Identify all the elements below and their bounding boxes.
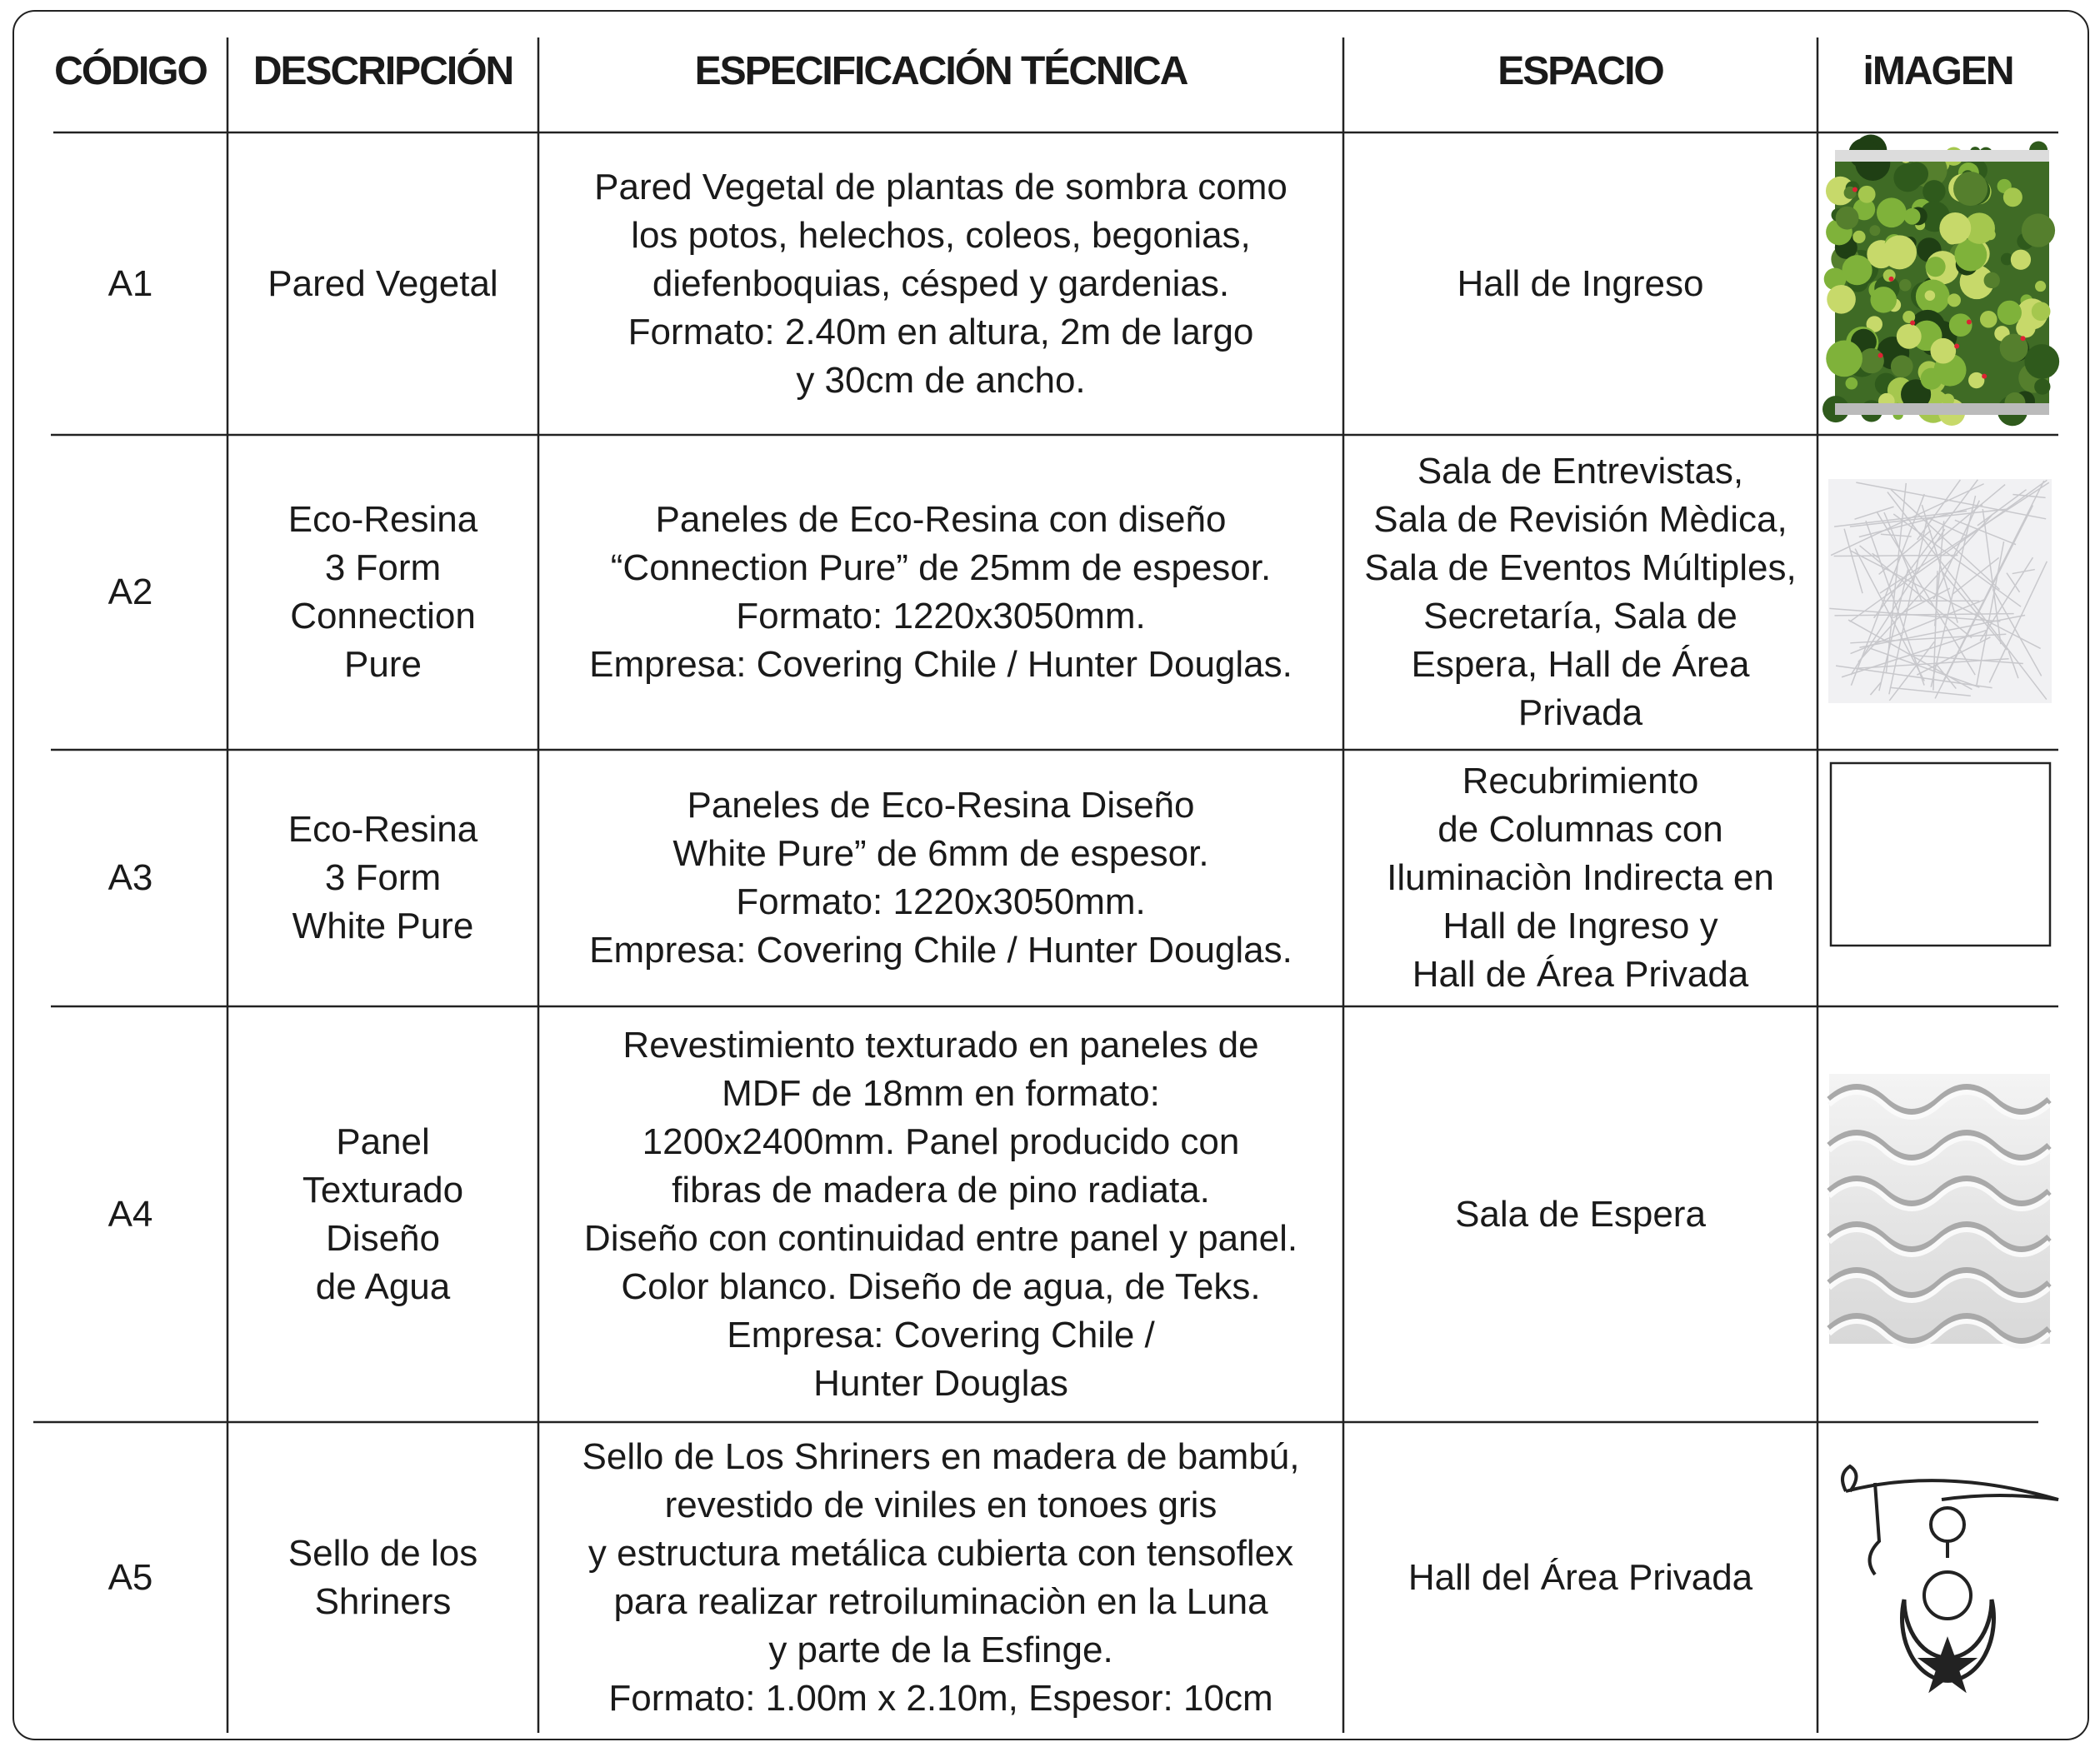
specification-line: Formato: 1.00m x 2.10m, Espesor: 10cm [608, 1677, 1273, 1719]
specification-line: Paneles de Eco-Resina Diseño [687, 785, 1195, 826]
description-line: White Pure [292, 906, 474, 946]
image-white-pure [1829, 761, 2052, 947]
column-header: DESCRIPCIÓN [252, 48, 514, 93]
description-line: Diseño [326, 1217, 440, 1259]
specification-line: Formato: 1220x3050mm. [736, 881, 1146, 922]
description-line: Pure [344, 644, 422, 685]
space-line: Hall del Área Privada [1408, 1556, 1753, 1598]
code-cell: A4 [108, 1193, 153, 1235]
space-line: Hall de Ingreso [1457, 262, 1704, 304]
image-shriners-seal [1841, 1464, 2059, 1694]
specification-line: Revestimiento texturado en paneles de [622, 1024, 1259, 1066]
space-cell: Hall de Ingreso [1343, 132, 1818, 435]
description-cell: Pared Vegetal [228, 132, 538, 435]
grid-lines [33, 37, 2058, 1733]
image-connection-pure [1828, 479, 2052, 703]
image-water-panel [1827, 1074, 2052, 1349]
description-line: 3 Form [324, 857, 442, 898]
space-line: Sala de Eventos Múltiples, [1364, 547, 1797, 588]
description-line: 3 Form [324, 547, 442, 588]
space-line: Secretaría, Sala de [1423, 596, 1738, 636]
specification-line: “Connection Pure” de 25mm de espesor. [610, 547, 1272, 588]
description-line: Eco-Resina [288, 809, 478, 850]
specification-line: y parte de la Esfinge. [768, 1629, 1113, 1670]
specification-line: 1200x2400mm. Panel producido con [642, 1121, 1240, 1162]
specification-line: Pared Vegetal de plantas de sombra como [594, 166, 1288, 207]
page-border [12, 10, 2089, 1740]
description-line: Texturado [302, 1169, 464, 1210]
specification-line: Hunter Douglas [813, 1362, 1068, 1404]
description-cell: Panel Texturado Diseño de Agua [228, 1006, 538, 1422]
description-cell: Eco-Resina 3 Form White Pure [228, 750, 538, 1006]
space-line: Iluminaciòn Indirecta en [1387, 857, 1774, 898]
space-cell: Recubrimiento de Columnas con Iluminaciòn … [1343, 750, 1818, 1006]
code-cell: A5 [108, 1556, 153, 1598]
specification-cell: Pared Vegetal de plantas de sombra como l… [538, 132, 1343, 435]
specification-line: Diseño con continuidad entre panel y pan… [583, 1217, 1298, 1259]
code-cell: A2 [108, 572, 153, 612]
space-line: Espera, Hall de Área [1411, 644, 1750, 685]
specification-line: Paneles de Eco-Resina con diseño [655, 499, 1227, 540]
specification-line: Empresa: Covering Chile / Hunter Douglas… [589, 644, 1292, 685]
description-line: Sello de los [288, 1532, 478, 1574]
description-line: Pared Vegetal [268, 262, 498, 304]
code-cell: A1 [108, 262, 153, 304]
space-line: Sala de Entrevistas, [1417, 451, 1744, 492]
column-header: ESPECIFICACIÓN TÉCNICA [694, 48, 1189, 93]
description-line: de Agua [315, 1265, 451, 1307]
specification-line: Formato: 1220x3050mm. [736, 596, 1146, 636]
specification-cell: Sello de Los Shriners en madera de bambú… [538, 1422, 1343, 1733]
space-cell: Sala de Entrevistas, Sala de Revisión Mèd… [1343, 435, 1818, 750]
space-line: Sala de Revisión Mèdica, [1373, 499, 1788, 540]
description-cell: Eco-Resina 3 Form Connection Pure [228, 435, 538, 750]
specification-line: Empresa: Covering Chile / Hunter Douglas… [589, 930, 1292, 971]
specification-line: los potos, helechos, coleos, begonias, [631, 214, 1251, 256]
space-cell: Hall del Área Privada [1343, 1422, 1818, 1733]
column-header: CÓDIGO [54, 48, 208, 93]
code-cell: A3 [108, 857, 153, 898]
specification-line: para realizar retroiluminaciòn en la Lun… [613, 1580, 1268, 1622]
space-line: Hall de Área Privada [1412, 954, 1749, 995]
specification-cell: Revestimiento texturado en paneles de MDF… [538, 1006, 1343, 1422]
specification-line: Color blanco. Diseño de agua, de Teks. [621, 1265, 1261, 1307]
specification-line: y estructura metálica cubierta con tenso… [588, 1532, 1294, 1574]
specification-line: y 30cm de ancho. [796, 359, 1086, 401]
space-line: Privada [1518, 692, 1643, 733]
description-line: Eco-Resina [288, 499, 478, 540]
space-line: Recubrimiento [1462, 761, 1699, 801]
specification-line: White Pure” de 6mm de espesor. [672, 833, 1209, 874]
specification-line: diefenboquias, césped y gardenias. [652, 262, 1230, 304]
specification-cell: Paneles de Eco-Resina con diseño “Connect… [538, 435, 1343, 750]
space-line: Hall de Ingreso y [1442, 906, 1718, 946]
specification-line: MDF de 18mm en formato: [722, 1072, 1160, 1114]
specification-line: Empresa: Covering Chile / [727, 1314, 1155, 1355]
specification-cell: Paneles de Eco-Resina Diseño White Pure” … [538, 750, 1343, 1006]
specification-line: fibras de madera de pino radiata. [672, 1169, 1210, 1210]
specification-line: Formato: 2.40m en altura, 2m de largo [628, 311, 1254, 352]
specification-line: Sello de Los Shriners en madera de bambú… [582, 1435, 1300, 1477]
description-cell: Sello de los Shriners [228, 1422, 538, 1733]
description-line: Shriners [314, 1580, 452, 1622]
column-header: iMAGEN [1862, 48, 2015, 93]
space-cell: Sala de Espera [1343, 1006, 1818, 1422]
space-line: de Columnas con [1438, 809, 1723, 850]
space-line: Sala de Espera [1455, 1193, 1706, 1235]
description-line: Panel [336, 1121, 430, 1162]
image-green-wall [1822, 134, 2060, 427]
description-line: Connection [290, 596, 476, 636]
specification-line: revestido de viniles en tonoes gris [664, 1484, 1218, 1525]
column-header: ESPACIO [1498, 48, 1664, 93]
